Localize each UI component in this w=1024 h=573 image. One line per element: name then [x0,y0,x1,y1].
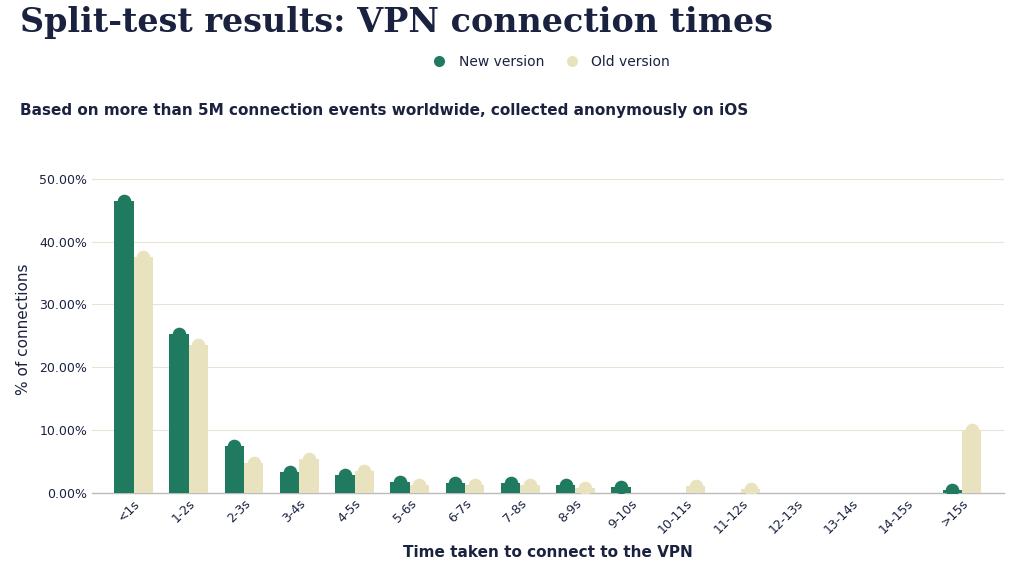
Bar [133,257,153,493]
X-axis label: Time taken to connect to the VPN: Time taken to connect to the VPN [403,544,692,560]
Y-axis label: % of connections: % of connections [16,264,31,395]
Text: Based on more than 5M connection events worldwide, collected anonymously on iOS: Based on more than 5M connection events … [20,103,749,118]
Bar [943,490,963,493]
Bar [170,334,188,493]
Bar [115,201,133,493]
Text: Split-test results: VPN connection times: Split-test results: VPN connection times [20,6,773,39]
Bar [686,486,706,493]
Bar [575,488,595,493]
Bar [244,462,263,493]
Bar [520,485,540,493]
Bar [390,482,410,493]
Bar [741,489,761,493]
Bar [611,487,631,493]
Bar [354,471,374,493]
Bar [465,485,484,493]
Legend: New version, Old version: New version, Old version [420,49,676,74]
Bar [410,485,429,493]
Bar [963,430,981,493]
Bar [501,482,520,493]
Bar [299,460,318,493]
Bar [280,472,299,493]
Bar [445,484,465,493]
Bar [224,446,244,493]
Bar [335,475,354,493]
Bar [188,345,208,493]
Bar [556,485,575,493]
